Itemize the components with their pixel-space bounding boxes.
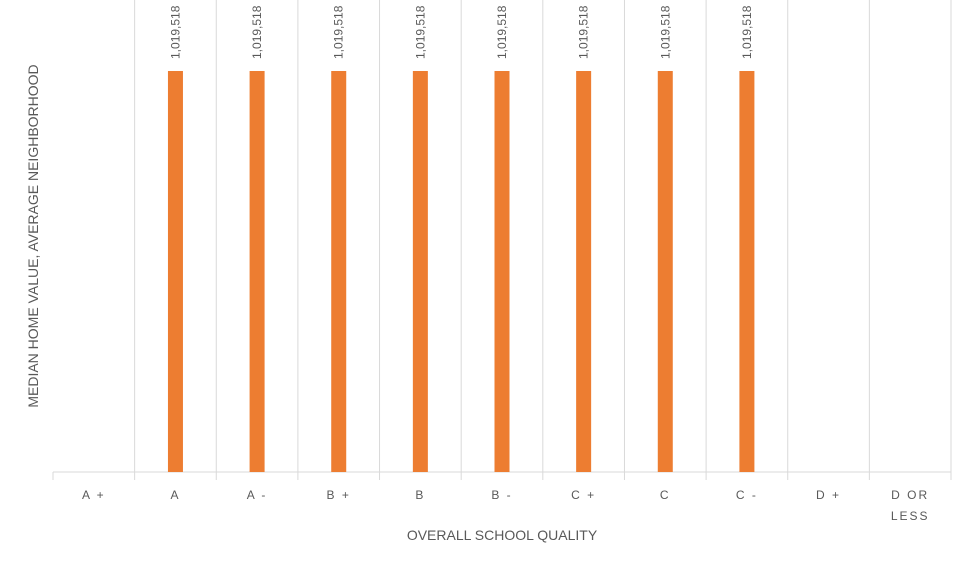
x-tick-label: D OR — [891, 488, 929, 502]
data-label: 1,019,518 — [332, 5, 346, 59]
x-tick-label: B + — [327, 488, 351, 502]
x-tick-label: A - — [247, 488, 268, 502]
data-label: 1,019,518 — [740, 5, 754, 59]
data-label: 1,019,518 — [495, 5, 509, 59]
x-tick-label: C + — [571, 488, 596, 502]
x-tick-label: A + — [82, 488, 106, 502]
bar — [331, 70, 347, 472]
bar — [249, 70, 265, 472]
bar — [167, 70, 183, 472]
category-grid — [52, 0, 952, 480]
bar — [412, 70, 428, 472]
data-label: 1,019,518 — [250, 5, 264, 59]
x-axis-title: OVERALL SCHOOL QUALITY — [407, 527, 598, 543]
x-tick-label: D + — [816, 488, 841, 502]
x-tick-label: C — [660, 488, 671, 502]
data-label: 1,019,518 — [577, 5, 591, 59]
bars — [167, 70, 755, 472]
data-labels: 1,019,518 1,019,518 1,019,518 1,019,518 1,01… — [168, 5, 753, 59]
data-label: 1,019,518 — [413, 5, 427, 59]
bar — [494, 70, 510, 472]
x-tick-labels: A + A A - B + B B - C + C C - D + D OR LESS — [82, 488, 930, 523]
y-axis-title: MEDIAN HOME VALUE, AVERAGE NEIGHBORHOOD — [25, 64, 41, 407]
x-tick-label: B - — [491, 488, 512, 502]
x-tick-label: LESS — [891, 509, 930, 523]
data-label: 1,019,518 — [658, 5, 672, 59]
bar — [657, 70, 673, 472]
x-tick-label: B — [415, 488, 425, 502]
bar — [739, 70, 755, 472]
bar — [576, 70, 592, 472]
x-tick-label: A — [170, 488, 180, 502]
data-label: 1,019,518 — [168, 5, 182, 59]
x-tick-label: C - — [736, 488, 758, 502]
